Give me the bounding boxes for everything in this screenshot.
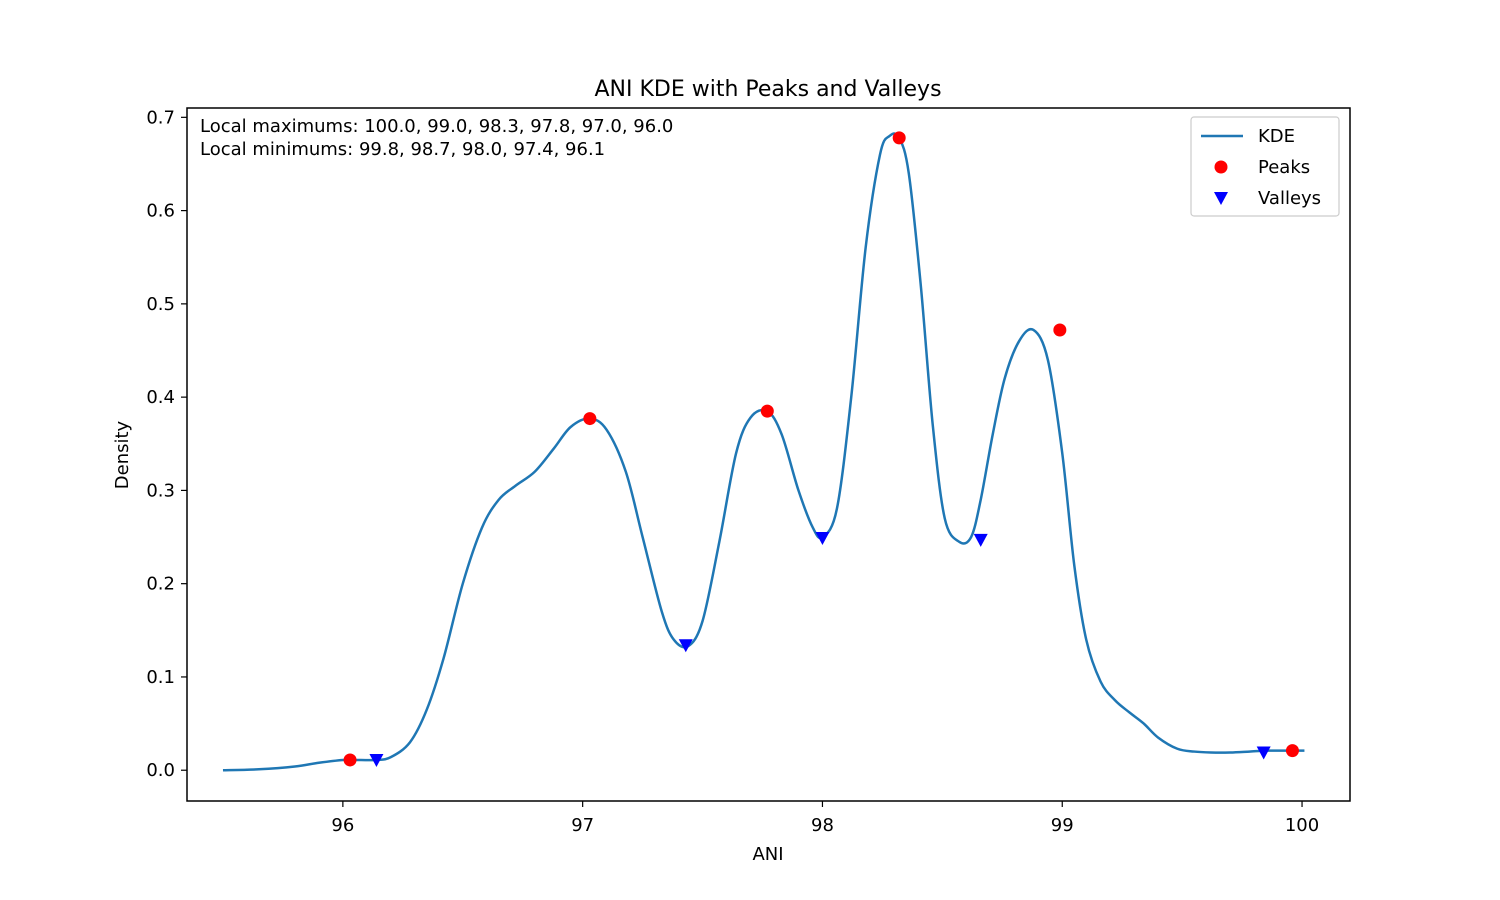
valley-marker xyxy=(1256,746,1271,760)
x-tick-label: 99 xyxy=(1051,815,1074,836)
x-tick-label: 98 xyxy=(811,815,834,836)
y-tick-label: 0.3 xyxy=(146,480,175,501)
annotation-local-minimums: Local minimums: 99.8, 98.7, 98.0, 97.4, … xyxy=(200,139,605,160)
legend: KDE Peaks Valleys xyxy=(1190,116,1340,217)
y-tick-label: 0.4 xyxy=(146,387,175,408)
peak-marker xyxy=(343,753,357,767)
legend-valleys-marker xyxy=(1214,192,1228,205)
y-tick-label: 0.5 xyxy=(146,294,175,315)
valley-marker xyxy=(815,531,830,545)
legend-peaks-marker xyxy=(1214,160,1228,174)
y-tick-label: 0.6 xyxy=(146,201,175,222)
x-tick-label: 97 xyxy=(571,815,594,836)
y-tick-label: 0.0 xyxy=(146,760,175,781)
y-axis: 0.0 0.1 0.2 0.3 0.4 0.5 0.6 0.7 xyxy=(146,107,187,781)
y-tick-label: 0.7 xyxy=(146,107,175,128)
legend-valleys-label: Valleys xyxy=(1258,188,1321,209)
plot-frame xyxy=(186,107,1351,802)
chart-title: ANI KDE with Peaks and Valleys xyxy=(594,77,941,102)
legend-box xyxy=(1190,116,1340,217)
annotation-local-maximums: Local maximums: 100.0, 99.0, 98.3, 97.8,… xyxy=(200,116,673,137)
y-axis-label: Density xyxy=(112,420,133,489)
peak-marker xyxy=(583,412,597,426)
y-tick-label: 0.2 xyxy=(146,574,175,595)
y-tick-label: 0.1 xyxy=(146,667,175,688)
peak-marker xyxy=(1285,744,1299,758)
x-tick-label: 96 xyxy=(331,815,354,836)
valley-marker xyxy=(369,753,384,767)
legend-kde-label: KDE xyxy=(1258,126,1295,147)
plot-area xyxy=(222,131,1305,772)
peak-marker xyxy=(1053,323,1067,337)
peak-marker xyxy=(760,404,774,418)
peak-marker xyxy=(892,131,906,145)
valley-marker xyxy=(678,639,693,653)
x-axis: 96 97 98 99 100 xyxy=(331,801,1319,836)
legend-peaks-label: Peaks xyxy=(1258,157,1310,178)
x-tick-label: 100 xyxy=(1285,815,1319,836)
valley-marker xyxy=(973,533,988,547)
x-axis-label: ANI xyxy=(752,844,783,865)
kde-line xyxy=(222,132,1305,772)
